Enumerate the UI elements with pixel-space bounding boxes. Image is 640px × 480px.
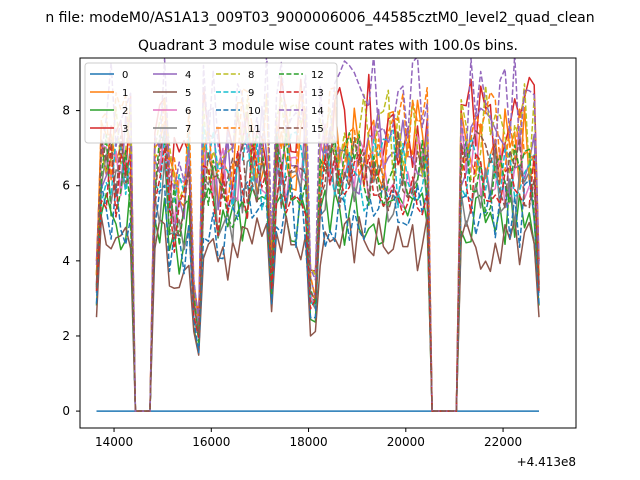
x-tick-label: 20000 (387, 435, 425, 449)
legend-label: 12 (311, 70, 324, 81)
legend-label: 1 (122, 88, 128, 99)
y-tick-label: 8 (62, 104, 70, 118)
legend-label: 0 (122, 70, 128, 81)
y-tick-label: 0 (62, 404, 70, 418)
legend-label: 14 (311, 106, 324, 117)
x-tick-label: 22000 (484, 435, 522, 449)
legend-label: 10 (248, 106, 261, 117)
legend-label: 2 (122, 106, 128, 117)
y-tick-label: 6 (62, 179, 70, 193)
x-offset-label: +4.413e8 (517, 455, 576, 469)
legend-label: 4 (185, 70, 191, 81)
legend-label: 15 (311, 124, 324, 135)
legend-label: 7 (185, 124, 191, 135)
legend-label: 5 (185, 88, 191, 99)
legend-label: 8 (248, 70, 254, 81)
x-tick-label: 14000 (95, 435, 133, 449)
legend-label: 6 (185, 106, 191, 117)
y-tick-label: 2 (62, 329, 70, 343)
figure: n file: modeM0/AS1A13_009T03_9000006006_… (0, 0, 640, 480)
figure-suptitle: n file: modeM0/AS1A13_009T03_9000006006_… (45, 10, 594, 26)
x-tick-label: 16000 (192, 435, 230, 449)
legend-label: 11 (248, 124, 261, 135)
chart-title: Quadrant 3 module wise count rates with … (138, 38, 518, 54)
legend-label: 9 (248, 88, 254, 99)
legend-label: 13 (311, 88, 324, 99)
x-tick-label: 18000 (289, 435, 327, 449)
legend-label: 3 (122, 124, 128, 135)
y-tick-label: 4 (62, 254, 70, 268)
